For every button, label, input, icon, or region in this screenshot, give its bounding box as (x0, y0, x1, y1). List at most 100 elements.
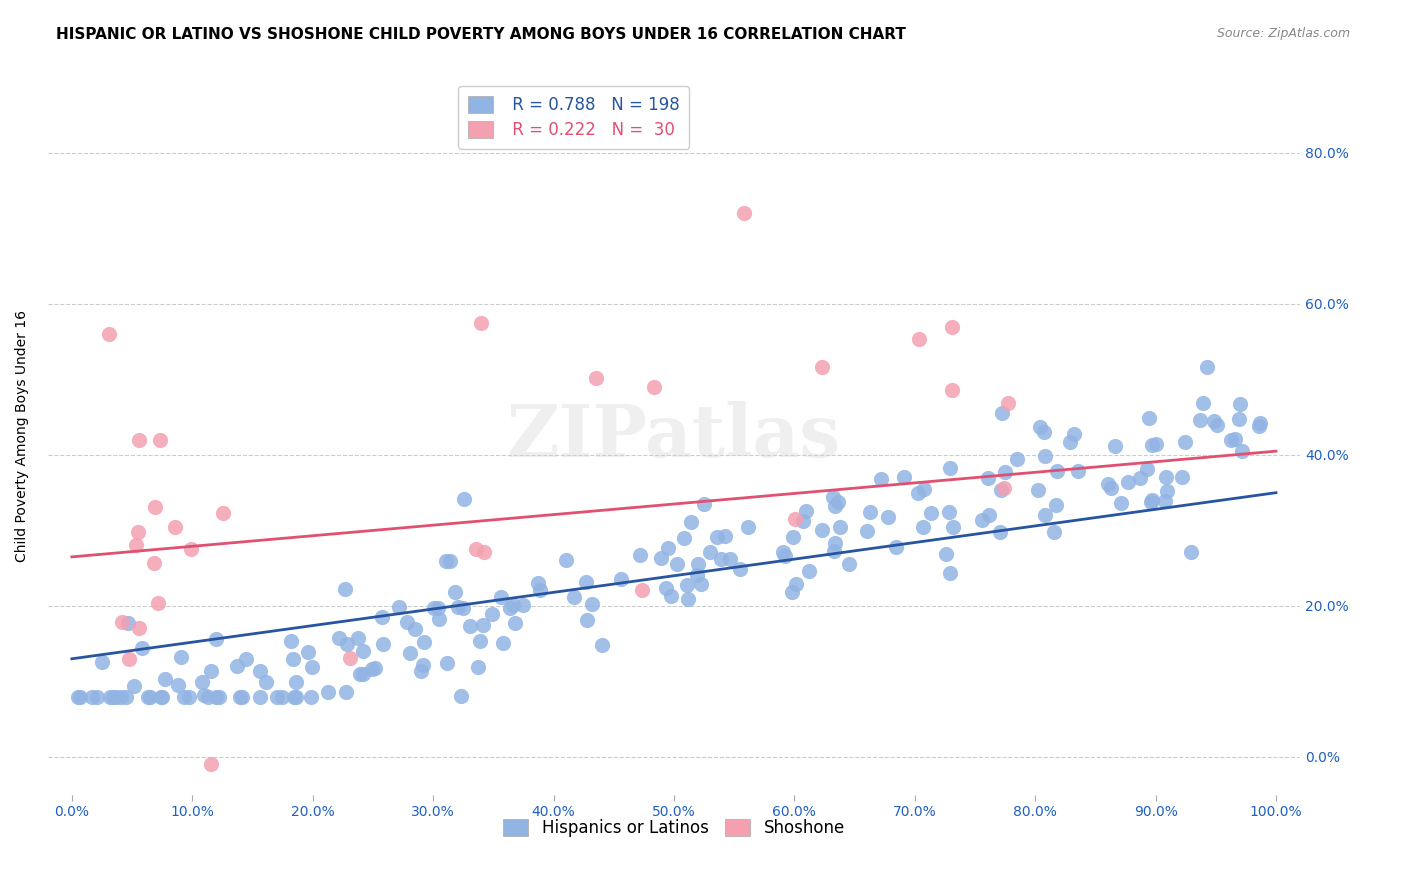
Point (212, 506, 235, 520)
Point (146, 596, 169, 610)
Point (780, 584, 803, 599)
Point (555, 553, 578, 567)
Point (409, 665, 432, 679)
Point (103, 690, 125, 704)
Point (427, 600, 450, 615)
Point (512, 599, 534, 613)
Point (67, 690, 90, 704)
Point (1033, 449, 1056, 463)
Point (180, 542, 202, 557)
Point (229, 690, 252, 704)
Point (673, 531, 696, 545)
Point (772, 544, 794, 558)
Point (783, 512, 806, 526)
Point (1154, 470, 1177, 484)
Point (893, 470, 915, 484)
Point (693, 497, 716, 511)
Legend: Hispanics or Latinos, Shoshone: Hispanics or Latinos, Shoshone (496, 813, 851, 844)
Point (436, 656, 458, 670)
Point (785, 577, 807, 591)
Point (335, 685, 357, 699)
Point (714, 529, 737, 543)
Point (1229, 397, 1251, 411)
Point (153, 673, 176, 687)
Point (349, 667, 371, 681)
Point (650, 550, 672, 565)
Point (990, 483, 1012, 497)
Point (794, 504, 817, 518)
Point (139, 690, 162, 704)
Point (823, 544, 845, 558)
Point (1142, 438, 1164, 452)
Point (1174, 434, 1197, 449)
Point (1197, 359, 1219, 374)
Point (1227, 411, 1250, 425)
Point (270, 690, 292, 704)
Point (110, 690, 132, 704)
Point (193, 688, 215, 702)
Point (1180, 545, 1202, 559)
Point (824, 535, 846, 549)
Point (138, 690, 160, 704)
Point (710, 551, 733, 566)
Point (387, 600, 409, 615)
Point (1247, 419, 1270, 434)
Point (1026, 483, 1049, 497)
Point (412, 635, 434, 649)
Point (1109, 496, 1132, 510)
Point (941, 320, 963, 334)
Point (828, 519, 851, 533)
Point (361, 662, 384, 676)
Point (439, 554, 461, 568)
Point (1140, 494, 1163, 508)
Point (149, 433, 172, 447)
Point (811, 523, 834, 537)
Point (733, 206, 755, 220)
Point (98, 690, 121, 704)
Point (681, 515, 703, 529)
Point (226, 658, 249, 673)
Point (142, 557, 165, 571)
Point (977, 471, 1000, 485)
Point (1046, 464, 1069, 478)
Point (690, 577, 713, 591)
Point (1007, 452, 1029, 467)
Point (434, 554, 457, 568)
Point (699, 545, 721, 559)
Point (150, 690, 173, 704)
Point (730, 562, 752, 576)
Point (173, 690, 195, 704)
Point (328, 632, 350, 646)
Point (427, 612, 450, 626)
Point (97, 327, 120, 342)
Point (412, 657, 434, 672)
Point (855, 524, 877, 538)
Point (453, 600, 475, 615)
Point (117, 616, 139, 631)
Point (373, 637, 395, 651)
Point (470, 316, 492, 330)
Point (231, 690, 253, 704)
Point (827, 495, 849, 509)
Point (797, 564, 820, 578)
Point (659, 589, 682, 603)
Point (91, 655, 114, 669)
Point (1144, 436, 1167, 450)
Point (941, 383, 963, 397)
Point (1063, 426, 1085, 441)
Point (316, 684, 339, 698)
Point (938, 505, 960, 519)
Point (655, 582, 678, 596)
Point (678, 592, 700, 607)
Point (1028, 419, 1050, 434)
Point (128, 621, 150, 635)
Point (564, 590, 586, 604)
Point (266, 690, 288, 704)
Point (1153, 494, 1175, 508)
Point (938, 461, 960, 475)
Point (1156, 484, 1178, 499)
Point (467, 660, 489, 674)
Point (128, 433, 150, 447)
Point (581, 598, 603, 612)
Point (143, 500, 166, 515)
